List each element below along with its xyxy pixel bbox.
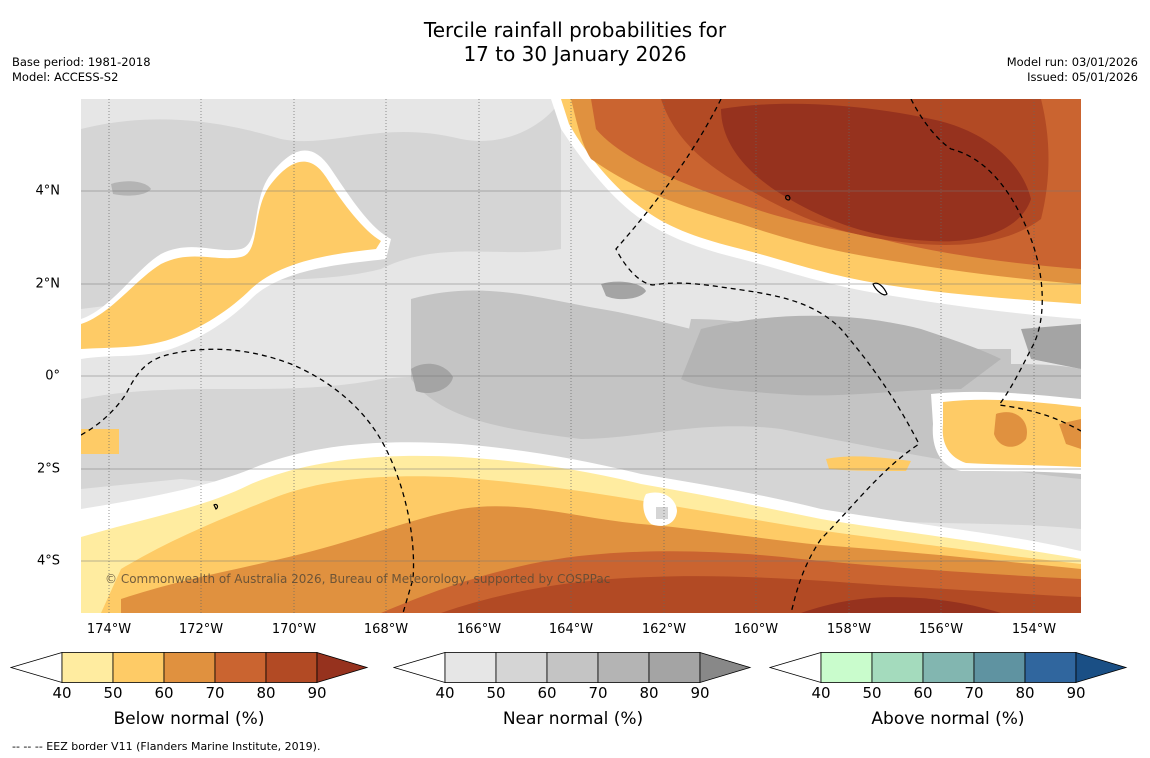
run-info: Model run: 03/01/2026 Issued: 05/01/2026 xyxy=(1007,55,1138,85)
below-normal-90-region-south xyxy=(801,597,1001,613)
base-period: Base period: 1981-2018 xyxy=(12,55,151,69)
colorbar-segment xyxy=(546,652,599,683)
lon-label-156w: 156°W xyxy=(918,622,964,637)
lon-label-168w: 168°W xyxy=(363,622,409,637)
copyright-watermark: © Commonwealth of Australia 2026, Bureau… xyxy=(105,572,611,586)
tick-50: 50 xyxy=(862,684,882,702)
tick-80: 80 xyxy=(1015,684,1035,702)
near-normal-80-east-patch xyxy=(1021,324,1081,369)
colorbar-segment xyxy=(444,652,497,683)
tick-60: 60 xyxy=(537,684,557,702)
probability-map xyxy=(81,99,1081,613)
lon-label-172w: 172°W xyxy=(178,622,224,637)
colorbar-segment xyxy=(871,652,924,683)
tick-60: 60 xyxy=(913,684,933,702)
colorbar-segment xyxy=(820,652,873,683)
near-normal-80-patch-2 xyxy=(601,281,646,300)
below-normal-60-patch-east xyxy=(994,412,1027,447)
tick-50: 50 xyxy=(103,684,123,702)
map-canvas xyxy=(81,99,1081,613)
parallel-grid xyxy=(81,190,1081,562)
map-title: Tercile rainfall probabilities for 17 to… xyxy=(0,18,1150,66)
colorbar-segment xyxy=(973,652,1026,683)
below-normal-90-region-north xyxy=(721,103,1031,242)
below-normal-label: Below normal (%) xyxy=(113,709,265,729)
tick-40: 40 xyxy=(52,684,72,702)
tick-60: 60 xyxy=(154,684,174,702)
title-line-1: Tercile rainfall probabilities for xyxy=(423,18,727,42)
colorbar-segment xyxy=(214,652,267,683)
ring-center-patch xyxy=(656,507,668,519)
colorbar-extend-high xyxy=(1075,652,1128,684)
colorbar-extend-low xyxy=(10,652,63,684)
colorbar-extend-high xyxy=(699,652,752,684)
lon-label-166w: 166°W xyxy=(456,622,502,637)
colorbar-extend-low xyxy=(393,652,446,684)
colorbar-segment xyxy=(1024,652,1077,683)
colorbar-above-normal xyxy=(769,652,1128,684)
issued-date: Issued: 05/01/2026 xyxy=(1027,70,1138,84)
tick-70: 70 xyxy=(205,684,225,702)
lon-label-162w: 162°W xyxy=(641,622,687,637)
near-normal-label: Near normal (%) xyxy=(502,709,644,729)
tick-80: 80 xyxy=(256,684,276,702)
colorbar-below-normal xyxy=(10,652,369,684)
model-run-date: Model run: 03/01/2026 xyxy=(1006,55,1138,69)
below-normal-60-patch-east-2 xyxy=(1059,419,1081,449)
lat-label-4s: 4°S xyxy=(36,553,60,569)
lon-label-174w: 174°W xyxy=(86,622,132,637)
colorbar-segment xyxy=(61,652,114,683)
above-normal-label: Above normal (%) xyxy=(871,709,1025,729)
colorbar-segment xyxy=(495,652,548,683)
tick-40: 40 xyxy=(811,684,831,702)
colorbar-segment xyxy=(112,652,165,683)
tick-80: 80 xyxy=(639,684,659,702)
title-line-2: 17 to 30 January 2026 xyxy=(463,42,687,66)
lon-label-170w: 170°W xyxy=(271,622,317,637)
eez-borders xyxy=(81,99,1081,613)
tick-70: 70 xyxy=(964,684,984,702)
lat-label-4n: 4°N xyxy=(35,183,61,199)
tick-90: 90 xyxy=(307,684,327,702)
colorbar-segment xyxy=(163,652,216,683)
tick-90: 90 xyxy=(1066,684,1086,702)
near-normal-80-patch xyxy=(411,363,453,394)
colorbar-extend-low xyxy=(769,652,822,684)
lon-label-164w: 164°W xyxy=(548,622,594,637)
colorbar-segment xyxy=(597,652,650,683)
colorbar-segment xyxy=(265,652,318,683)
colorbar-near-normal xyxy=(393,652,752,684)
below-normal-50-region-west xyxy=(81,161,381,349)
lon-label-158w: 158°W xyxy=(826,622,872,637)
near-normal-70-region xyxy=(681,315,1001,396)
tick-40: 40 xyxy=(435,684,455,702)
island-outlines xyxy=(213,194,888,510)
lon-label-160w: 160°W xyxy=(733,622,779,637)
model-name: Model: ACCESS-S2 xyxy=(12,70,119,84)
model-info: Base period: 1981-2018 Model: ACCESS-S2 xyxy=(12,55,151,85)
lat-label-2s: 2°S xyxy=(36,461,60,477)
lon-label-154w: 154°W xyxy=(1011,622,1057,637)
below-normal-50-patch xyxy=(81,429,119,454)
lat-label-2n: 2°N xyxy=(35,276,61,292)
colorbar-segment xyxy=(648,652,701,683)
eez-footnote: -- -- -- EEZ border V11 (Flanders Marine… xyxy=(12,740,321,753)
near-normal-70-patch xyxy=(111,181,151,196)
below-normal-50-small-band xyxy=(826,456,911,471)
lat-label-0: 0° xyxy=(45,368,60,384)
tick-90: 90 xyxy=(690,684,710,702)
tick-50: 50 xyxy=(486,684,506,702)
colorbar-segment xyxy=(922,652,975,683)
colorbar-extend-high xyxy=(316,652,369,684)
tick-70: 70 xyxy=(588,684,608,702)
